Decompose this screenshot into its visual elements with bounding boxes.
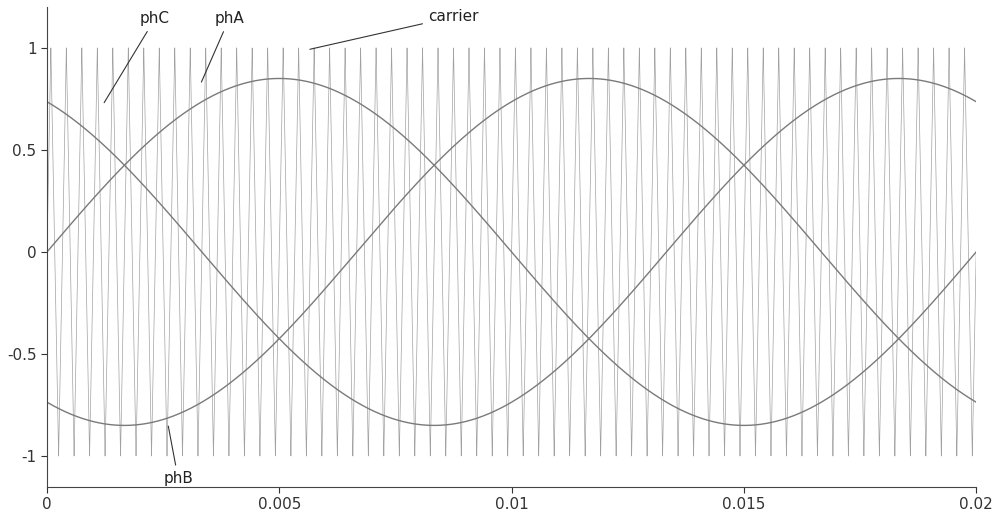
Text: carrier: carrier — [310, 9, 478, 49]
Text: phB: phB — [163, 426, 193, 486]
Text: phC: phC — [104, 11, 170, 103]
Text: phA: phA — [201, 11, 244, 82]
